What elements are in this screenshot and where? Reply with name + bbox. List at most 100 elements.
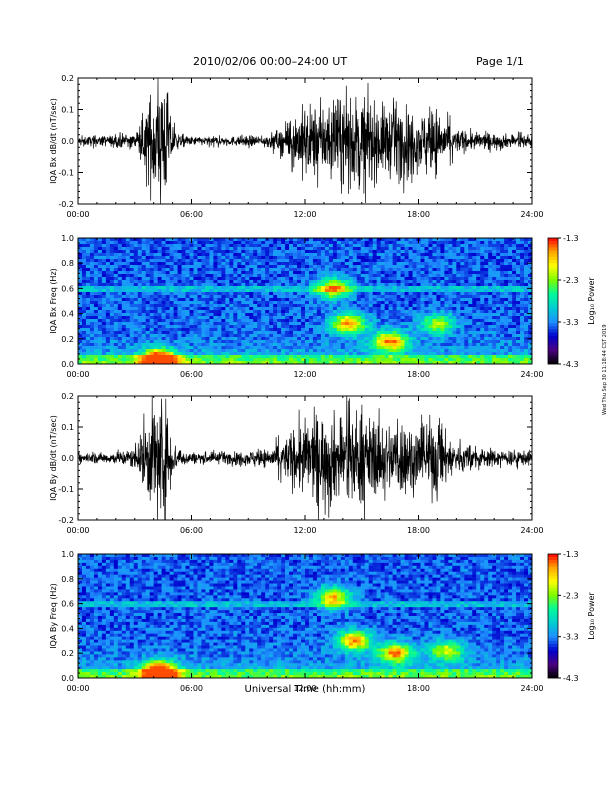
- spectrogram-cell: [109, 319, 115, 323]
- spectrogram-cell: [305, 337, 310, 341]
- spectrogram-cell: [340, 316, 346, 320]
- spectrogram-cell: [392, 265, 397, 269]
- spectrogram-cell: [101, 238, 107, 242]
- spectrogram-cell: [484, 283, 489, 287]
- spectrogram-cell: [297, 241, 302, 245]
- spectrogram-cell: [352, 337, 358, 341]
- spectrogram-cell: [528, 271, 533, 275]
- spectrogram-cell: [241, 331, 246, 335]
- spectrogram-cell: [444, 352, 449, 356]
- spectrogram-cell: [141, 316, 146, 320]
- spectrogram-cell: [464, 322, 469, 326]
- spectrogram-cell: [261, 304, 266, 308]
- spectrogram-cell: [368, 355, 373, 359]
- spectrogram-cell: [237, 325, 242, 329]
- spectrogram-cell: [412, 277, 417, 281]
- spectrogram-cell: [420, 313, 425, 317]
- spectrogram-cell: [165, 292, 170, 296]
- spectrogram-cell: [245, 307, 250, 311]
- spectrogram-cell: [352, 301, 358, 305]
- spectrogram-cell: [516, 361, 521, 365]
- spectrogram-cell: [412, 298, 417, 302]
- spectrogram-cell: [185, 256, 190, 260]
- spectrogram-cell: [257, 355, 262, 359]
- spectrogram-cell: [121, 256, 127, 260]
- spectrogram-cell: [396, 280, 401, 284]
- spectrogram-cell: [496, 238, 501, 242]
- spectrogram-cell: [468, 247, 473, 251]
- spectrogram-cell: [261, 247, 266, 251]
- spectrogram-cell: [78, 352, 83, 356]
- spectrogram-cell: [121, 259, 127, 263]
- spectrogram-cell: [320, 283, 326, 287]
- spectrogram-cell: [520, 346, 525, 350]
- spectrogram-cell: [305, 292, 310, 296]
- spectrogram-cell: [512, 304, 517, 308]
- spectrogram-cell: [452, 331, 457, 335]
- spectrogram-cell: [89, 247, 95, 251]
- spectrogram-cell: [261, 280, 266, 284]
- spectrogram-cell: [301, 238, 306, 242]
- spectrogram-cell: [368, 343, 373, 347]
- spectrogram-cell: [93, 310, 99, 314]
- spectrogram-cell: [516, 358, 521, 362]
- spectrogram-cell: [81, 289, 87, 293]
- spectrogram-cell: [472, 280, 477, 284]
- spectrogram-cell: [89, 310, 95, 314]
- spectrogram-cell: [125, 349, 131, 353]
- spectrogram-cell: [396, 244, 401, 248]
- spectrogram-cell: [404, 301, 409, 305]
- spectrogram-cell: [368, 280, 373, 284]
- spectrogram-cell: [372, 253, 377, 257]
- spectrogram-cell: [269, 265, 274, 269]
- spectrogram-cell: [81, 301, 87, 305]
- spectrogram-cell: [428, 322, 433, 326]
- spectrogram-cell: [324, 289, 330, 293]
- spectrogram-cell: [185, 355, 190, 359]
- spectrogram-cell: [476, 241, 481, 245]
- spectrogram-cell: [496, 271, 501, 275]
- spectrogram-cell: [153, 280, 158, 284]
- spectrogram-cell: [241, 340, 246, 344]
- spectrogram-cell: [312, 277, 318, 281]
- spectrogram-cell: [97, 343, 103, 347]
- spectrogram-cell: [257, 283, 262, 287]
- spectrogram-cell: [105, 250, 111, 254]
- spectrogram-cell: [277, 331, 282, 335]
- spectrogram-cell: [293, 244, 298, 248]
- spectrogram-cell: [488, 304, 493, 308]
- spectrogram-cell: [480, 238, 485, 242]
- spectrogram-cell: [420, 292, 425, 296]
- spectrogram-cell: [129, 355, 135, 359]
- spectrogram-cell: [105, 319, 111, 323]
- spectrogram-cell: [356, 292, 362, 296]
- spectrogram-cell: [237, 340, 242, 344]
- colorbar-swatch: [548, 307, 558, 311]
- spectrogram-cell: [153, 316, 158, 320]
- spectrogram-cell: [336, 316, 342, 320]
- spectrogram-cell: [364, 295, 370, 299]
- spectrogram-cell: [440, 238, 445, 242]
- spectrogram-cell: [249, 259, 254, 263]
- spectrogram-cell: [388, 250, 393, 254]
- spectrogram-cell: [480, 253, 485, 257]
- spectrogram-cell: [129, 298, 135, 302]
- spectrogram-cell: [297, 340, 302, 344]
- spectrogram-cell: [444, 286, 449, 290]
- spectrogram-cell: [312, 307, 318, 311]
- spectrogram-cell: [492, 316, 497, 320]
- spectrogram-cell: [340, 313, 346, 317]
- spectrogram-cell: [153, 304, 158, 308]
- spectrogram-cell: [213, 280, 218, 284]
- spectrogram-cell: [145, 256, 150, 260]
- spectrogram-cell: [424, 256, 429, 260]
- spectrogram-cell: [352, 265, 358, 269]
- spectrogram-cell: [376, 253, 381, 257]
- spectrogram-cell: [249, 355, 254, 359]
- spectrogram-cell: [133, 256, 139, 260]
- spectrogram-cell: [249, 328, 254, 332]
- spectrogram-cell: [285, 241, 290, 245]
- spectrogram-cell: [424, 343, 429, 347]
- spectrogram-cell: [105, 325, 111, 329]
- spectrogram-cell: [496, 301, 501, 305]
